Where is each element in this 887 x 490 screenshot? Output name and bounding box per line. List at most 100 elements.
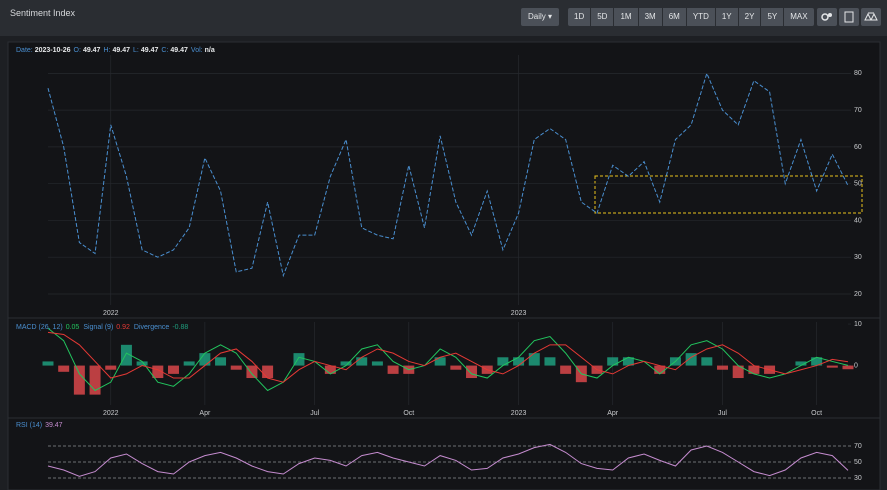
readout-label: H: [103,47,110,54]
calculator-button[interactable] [839,8,859,26]
histogram-bar [732,365,744,379]
y-tick-label: 20 [854,291,862,298]
histogram-bar [811,357,823,366]
calculator-icon [844,11,854,23]
legend-value: 0.92 [116,324,130,331]
legend-label: Divergence [134,324,170,331]
y-tick-label: 80 [854,70,862,77]
legend: Date: 2023-10-26 O: 49.47 H: 49.47 L: 49.47 C: 49… [16,47,215,54]
histogram-bar [450,365,462,370]
range-button[interactable]: 1Y [715,8,738,26]
range-button[interactable]: 1D [568,8,591,26]
legend-value: 0.05 [66,324,80,331]
legend-value: 39.47 [45,422,63,429]
range-button[interactable]: 1M [614,8,638,26]
y-tick-label: 40 [854,217,862,224]
histogram-bar [183,361,195,366]
readout-value: 49.47 [112,47,130,54]
y-tick-label: 0 [854,362,858,369]
x-tick-label: Jul [718,410,727,417]
legend-value: -0.88 [172,324,188,331]
series-line [47,331,849,383]
interval-button[interactable]: Daily ▾ [521,8,559,26]
chart-background [7,41,881,490]
histogram-bar [230,365,242,370]
histogram-bar [105,365,117,370]
x-tick-label: Oct [811,410,822,417]
y-tick-label: 70 [854,443,862,450]
readout-value: 2023-10-26 [35,47,71,54]
histogram-bar [246,365,258,379]
legend-label: RSI (14) [16,422,42,429]
header: Sentiment Index Daily ▾ 1D 5D 1M 3M 6M YTD 1Y 2… [0,0,887,36]
readout-value: 49.47 [83,47,101,54]
x-tick-label: 2022 [103,410,119,417]
x-tick-label: Oct [403,410,414,417]
histogram-bar [560,365,572,374]
histogram-bar [262,365,274,379]
histogram-bar [466,365,478,379]
range-button[interactable]: 5D [591,8,614,26]
readout-value: 49.47 [141,47,159,54]
page-title: Sentiment Index [10,8,76,18]
histogram-bar [356,357,368,366]
compare-icon [864,12,878,21]
range-button[interactable]: 6M [662,8,686,26]
interval-label: Daily [527,12,546,21]
series-line [47,443,849,477]
range-button[interactable]: 5Y [761,8,784,26]
y-tick-label: 70 [854,107,862,114]
series-line [47,327,849,392]
range-button[interactable]: 2Y [738,8,761,26]
histogram-bar [89,365,101,395]
legend: RSI (14) 39.47 [16,422,63,429]
readout-label: Date: [16,47,33,54]
histogram-bar [199,353,211,366]
x-tick-label: Jul [310,410,319,417]
compare-button[interactable] [861,8,881,26]
y-tick-label: 50 [854,459,862,466]
histogram-bar [748,365,760,374]
x-tick-label: Apr [199,410,211,417]
histogram-bar [826,365,838,368]
histogram-bar [340,361,352,366]
readout-label: C: [161,47,168,54]
y-tick-label: 50 [854,181,862,188]
histogram-bar [607,357,619,366]
histogram-bar [324,365,336,374]
histogram-bar [152,365,164,379]
x-tick-label: 2023 [511,410,527,417]
histogram-bar [434,357,446,366]
histogram-bar [136,361,148,366]
histogram-bar [58,365,70,372]
settings-button[interactable] [817,8,837,26]
histogram-bar [795,361,807,366]
legend: MACD (26, 12) 0.05 Signal (9) 0.92 Divergenc… [16,324,188,331]
histogram-bar [168,365,179,374]
legend-label: Signal (9) [83,324,113,331]
readout-value: 49.47 [170,47,188,54]
y-tick-label: 10 [854,321,862,328]
tool-icons [817,8,881,26]
histogram-bar [387,365,399,374]
range-button[interactable]: 3M [638,8,662,26]
y-tick-label: 30 [854,254,862,261]
legend-label: MACD (26, 12) [16,324,63,331]
range-button[interactable]: MAX [784,8,814,26]
range-buttons: 1D 5D 1M 3M 6M YTD 1Y 2Y 5Y MAX [568,8,814,26]
histogram-bar [215,357,227,366]
x-tick-label: Apr [607,410,619,417]
histogram-bar [293,353,305,366]
readout-label: O: [74,47,81,54]
settings-icon [828,13,832,17]
readout-label: Vol: [191,47,203,54]
histogram-bar [73,365,85,395]
histogram-bar [717,365,728,370]
histogram-bar [120,344,132,366]
range-button[interactable]: YTD [686,8,715,26]
histogram-bar [371,361,383,366]
y-tick-label: 30 [854,475,862,482]
histogram-bar [544,357,556,366]
